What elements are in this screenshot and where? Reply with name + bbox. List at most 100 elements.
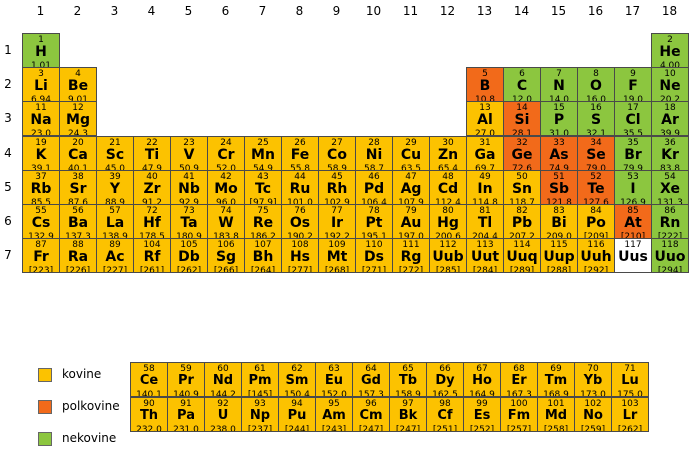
element-cell-uup[interactable]: 115 Uup [288] — [540, 238, 578, 273]
element-cell-si[interactable]: 14 Si 28,1 — [503, 101, 541, 136]
element-cell-br[interactable]: 35 Br 79,9 — [614, 136, 652, 171]
element-cell-ni[interactable]: 28 Ni 58,7 — [355, 136, 393, 171]
element-cell-ru[interactable]: 44 Ru 101,0 — [281, 170, 319, 205]
element-cell-dy[interactable]: 66 Dy 162,5 — [426, 362, 464, 397]
element-cell-li[interactable]: 3 Li 6,94 — [22, 67, 60, 102]
element-cell-v[interactable]: 23 V 50,9 — [170, 136, 208, 171]
element-cell-pa[interactable]: 91 Pa 231,0 — [167, 397, 205, 432]
element-cell-cm[interactable]: 96 Cm [247] — [352, 397, 390, 432]
element-cell-pr[interactable]: 59 Pr 140,9 — [167, 362, 205, 397]
element-cell-mn[interactable]: 25 Mn 54,9 — [244, 136, 282, 171]
element-cell-ra[interactable]: 88 Ra [226] — [59, 238, 97, 273]
element-cell-np[interactable]: 93 Np [237] — [241, 397, 279, 432]
element-cell-co[interactable]: 27 Co 58,9 — [318, 136, 356, 171]
element-cell-h[interactable]: 1 H 1,01 — [22, 33, 60, 68]
element-cell-ce[interactable]: 58 Ce 140,1 — [130, 362, 168, 397]
element-cell-ba[interactable]: 56 Ba 137,3 — [59, 204, 97, 239]
element-cell-xe[interactable]: 54 Xe 131,3 — [651, 170, 689, 205]
element-cell-rg[interactable]: 111 Rg [272] — [392, 238, 430, 273]
element-cell-mo[interactable]: 42 Mo 96,0 — [207, 170, 245, 205]
element-cell-na[interactable]: 11 Na 23,0 — [22, 101, 60, 136]
element-cell-n[interactable]: 7 N 14,0 — [540, 67, 578, 102]
element-cell-uuh[interactable]: 116 Uuh [292] — [577, 238, 615, 273]
element-cell-k[interactable]: 19 K 39,1 — [22, 136, 60, 171]
element-cell-ti[interactable]: 22 Ti 47,9 — [133, 136, 171, 171]
element-cell-lr[interactable]: 103 Lr [262] — [611, 397, 649, 432]
element-cell-nd[interactable]: 60 Nd 144,2 — [204, 362, 242, 397]
element-cell-o[interactable]: 8 O 16,0 — [577, 67, 615, 102]
element-cell-rh[interactable]: 45 Rh 102,9 — [318, 170, 356, 205]
element-cell-la[interactable]: 57 La 138,9 — [96, 204, 134, 239]
element-cell-kr[interactable]: 36 Kr 83,8 — [651, 136, 689, 171]
element-cell-ca[interactable]: 20 Ca 40,1 — [59, 136, 97, 171]
element-cell-mt[interactable]: 109 Mt [268] — [318, 238, 356, 273]
element-cell-th[interactable]: 90 Th 232,0 — [130, 397, 168, 432]
element-cell-cu[interactable]: 29 Cu 63,5 — [392, 136, 430, 171]
element-cell-ir[interactable]: 77 Ir 192,2 — [318, 204, 356, 239]
element-cell-po[interactable]: 84 Po [209] — [577, 204, 615, 239]
element-cell-cr[interactable]: 24 Cr 52,0 — [207, 136, 245, 171]
element-cell-fm[interactable]: 100 Fm [257] — [500, 397, 538, 432]
element-cell-zn[interactable]: 30 Zn 65,4 — [429, 136, 467, 171]
element-cell-au[interactable]: 79 Au 197,0 — [392, 204, 430, 239]
element-cell-uuo[interactable]: 118 Uuo [294] — [651, 238, 689, 273]
element-cell-lu[interactable]: 71 Lu 175,0 — [611, 362, 649, 397]
element-cell-sc[interactable]: 21 Sc 45,0 — [96, 136, 134, 171]
element-cell-uus[interactable]: 117 Uus — [614, 238, 652, 273]
element-cell-w[interactable]: 74 W 183,8 — [207, 204, 245, 239]
element-cell-at[interactable]: 85 At [210] — [614, 204, 652, 239]
element-cell-cd[interactable]: 48 Cd 112,4 — [429, 170, 467, 205]
element-cell-ga[interactable]: 31 Ga 69,7 — [466, 136, 504, 171]
element-cell-pu[interactable]: 94 Pu [244] — [278, 397, 316, 432]
element-cell-gd[interactable]: 64 Gd 157,3 — [352, 362, 390, 397]
element-cell-ta[interactable]: 73 Ta 180,9 — [170, 204, 208, 239]
element-cell-mg[interactable]: 12 Mg 24,3 — [59, 101, 97, 136]
element-cell-bi[interactable]: 83 Bi 209,0 — [540, 204, 578, 239]
element-cell-zr[interactable]: 40 Zr 91,2 — [133, 170, 171, 205]
element-cell-re[interactable]: 75 Re 186,2 — [244, 204, 282, 239]
element-cell-hg[interactable]: 80 Hg 200,6 — [429, 204, 467, 239]
element-cell-am[interactable]: 95 Am [243] — [315, 397, 353, 432]
element-cell-p[interactable]: 15 P 31,0 — [540, 101, 578, 136]
element-cell-he[interactable]: 2 He 4,00 — [651, 33, 689, 68]
element-cell-eu[interactable]: 63 Eu 152,0 — [315, 362, 353, 397]
element-cell-y[interactable]: 39 Y 88,9 — [96, 170, 134, 205]
element-cell-er[interactable]: 68 Er 167,3 — [500, 362, 538, 397]
element-cell-tl[interactable]: 81 Tl 204,4 — [466, 204, 504, 239]
element-cell-uut[interactable]: 113 Uut [284] — [466, 238, 504, 273]
element-cell-c[interactable]: 6 C 12,0 — [503, 67, 541, 102]
element-cell-ge[interactable]: 32 Ge 72,6 — [503, 136, 541, 171]
element-cell-uub[interactable]: 112 Uub [285] — [429, 238, 467, 273]
element-cell-ag[interactable]: 47 Ag 107,9 — [392, 170, 430, 205]
element-cell-in[interactable]: 49 In 114,8 — [466, 170, 504, 205]
element-cell-rf[interactable]: 104 Rf [261] — [133, 238, 171, 273]
element-cell-ar[interactable]: 18 Ar 39,9 — [651, 101, 689, 136]
element-cell-f[interactable]: 9 F 19,0 — [614, 67, 652, 102]
element-cell-fe[interactable]: 26 Fe 55,8 — [281, 136, 319, 171]
element-cell-sn[interactable]: 50 Sn 118,7 — [503, 170, 541, 205]
element-cell-db[interactable]: 105 Db [262] — [170, 238, 208, 273]
element-cell-os[interactable]: 76 Os 190,2 — [281, 204, 319, 239]
element-cell-pb[interactable]: 82 Pb 207,2 — [503, 204, 541, 239]
element-cell-i[interactable]: 53 I 126,9 — [614, 170, 652, 205]
element-cell-pt[interactable]: 78 Pt 195,1 — [355, 204, 393, 239]
element-cell-bh[interactable]: 107 Bh [264] — [244, 238, 282, 273]
element-cell-s[interactable]: 16 S 32,1 — [577, 101, 615, 136]
element-cell-bk[interactable]: 97 Bk [247] — [389, 397, 427, 432]
element-cell-ds[interactable]: 110 Ds [271] — [355, 238, 393, 273]
element-cell-yb[interactable]: 70 Yb 173,0 — [574, 362, 612, 397]
element-cell-be[interactable]: 4 Be 9,01 — [59, 67, 97, 102]
element-cell-no[interactable]: 102 No [259] — [574, 397, 612, 432]
element-cell-cl[interactable]: 17 Cl 35,5 — [614, 101, 652, 136]
element-cell-tc[interactable]: 43 Tc [97,9] — [244, 170, 282, 205]
element-cell-u[interactable]: 92 U 238,0 — [204, 397, 242, 432]
element-cell-b[interactable]: 5 B 10,8 — [466, 67, 504, 102]
element-cell-fr[interactable]: 87 Fr [223] — [22, 238, 60, 273]
element-cell-md[interactable]: 101 Md [258] — [537, 397, 575, 432]
element-cell-se[interactable]: 34 Se 79,0 — [577, 136, 615, 171]
element-cell-tb[interactable]: 65 Tb 158,9 — [389, 362, 427, 397]
element-cell-ne[interactable]: 10 Ne 20,2 — [651, 67, 689, 102]
element-cell-pm[interactable]: 61 Pm [145] — [241, 362, 279, 397]
element-cell-hf[interactable]: 72 Hf 178,5 — [133, 204, 171, 239]
element-cell-hs[interactable]: 108 Hs [277] — [281, 238, 319, 273]
